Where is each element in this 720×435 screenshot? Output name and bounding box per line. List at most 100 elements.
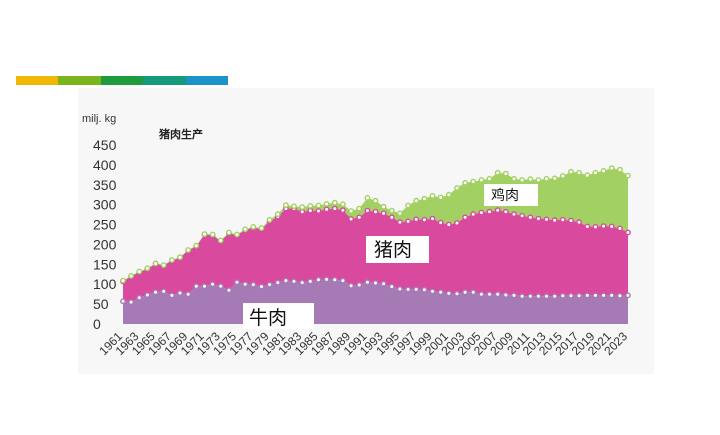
chicken-point (144, 265, 151, 272)
chicken-point (152, 260, 159, 267)
chicken-point (185, 247, 192, 253)
beef-point (168, 292, 175, 299)
beef-point (625, 292, 631, 299)
beef-label: 牛肉 (249, 307, 287, 329)
chicken-point (258, 225, 265, 232)
chicken-point (193, 242, 200, 249)
chicken-point (128, 272, 135, 279)
chicken-point (348, 208, 354, 214)
beef-point (421, 286, 428, 293)
chicken-point (331, 199, 338, 206)
beef-point (405, 286, 411, 293)
chicken-point (282, 202, 289, 209)
color-band-segment-1 (58, 76, 101, 85)
chicken-point (470, 178, 477, 185)
pork-point (356, 214, 363, 221)
beef-point (120, 298, 126, 305)
beef-point (193, 283, 200, 290)
chicken-point (527, 176, 534, 183)
beef-point (160, 288, 167, 295)
beef-point (535, 293, 542, 300)
pork-point (527, 214, 534, 221)
color-band-segment-4 (185, 76, 229, 85)
chicken-point (511, 175, 517, 182)
chicken-label-group: 鸡肉 (484, 184, 538, 206)
pork-point (551, 217, 558, 224)
beef-point (217, 283, 224, 290)
chicken-point (559, 173, 566, 179)
beef-point (396, 286, 403, 292)
beef-point (519, 293, 525, 300)
pork-point (454, 220, 460, 226)
beef-point (348, 282, 354, 289)
pork-point (576, 219, 582, 226)
pork-point (388, 214, 395, 221)
pork-point (380, 210, 387, 217)
chicken-point (307, 202, 314, 209)
y-tick-label: 200 (93, 236, 117, 252)
pork-point (608, 223, 615, 230)
chicken-point (625, 172, 631, 179)
pork-point (299, 208, 306, 215)
chicken-point (160, 262, 167, 268)
color-band-segment-2 (100, 76, 144, 85)
pork-point (592, 223, 599, 230)
beef-point (185, 291, 192, 298)
beef-point (584, 292, 591, 299)
pork-point (307, 207, 314, 214)
chicken-point (168, 257, 175, 263)
beef-point (486, 291, 493, 298)
pork-point (437, 219, 444, 226)
chicken-point (177, 254, 183, 261)
beef-point (454, 290, 460, 297)
pork-point (535, 215, 542, 222)
chicken-point (413, 197, 420, 204)
chicken-point (592, 169, 599, 176)
beef-point (543, 293, 550, 300)
beef-point (209, 281, 216, 288)
chicken-point (486, 175, 493, 182)
chicken-point (339, 201, 346, 208)
chart-title: 猪肉生产 (158, 127, 203, 141)
pork-point (445, 221, 452, 228)
chicken-point (364, 194, 371, 201)
pork-point (502, 208, 509, 215)
beef-point (372, 280, 379, 286)
chicken-point (250, 223, 257, 230)
chicken-point (234, 231, 240, 238)
y-tick-label: 150 (93, 256, 117, 272)
chicken-point (600, 167, 607, 174)
y-tick-label: 0 (93, 316, 101, 332)
pork-point (511, 211, 517, 218)
chicken-point (405, 202, 411, 209)
pork-point (429, 215, 436, 222)
pork-point (462, 214, 468, 221)
chicken-point (576, 169, 582, 176)
beef-point (136, 294, 143, 301)
beef-point (527, 293, 534, 300)
pork-label: 猪肉 (374, 239, 412, 261)
beef-point (617, 292, 623, 299)
beef-point (258, 283, 265, 290)
chicken-point (242, 226, 249, 233)
beef-point (494, 291, 501, 298)
chicken-point (429, 192, 436, 199)
chicken-point (266, 216, 273, 223)
pork-point (323, 206, 330, 213)
beef-point (152, 289, 159, 296)
chicken-point (437, 194, 444, 201)
color-band-segment-3 (143, 76, 186, 85)
beef-point (478, 291, 485, 298)
chicken-point (291, 203, 297, 210)
chicken-point (315, 202, 322, 209)
beef-point (413, 286, 420, 293)
chicken-point (584, 172, 591, 179)
y-tick-label: 400 (93, 157, 117, 173)
beef-point (234, 279, 240, 286)
beef-point (282, 277, 289, 284)
chicken-point (225, 229, 232, 236)
beef-point (559, 292, 566, 299)
chicken-point (568, 168, 574, 175)
chicken-point (136, 268, 143, 275)
pork-point (494, 207, 501, 214)
